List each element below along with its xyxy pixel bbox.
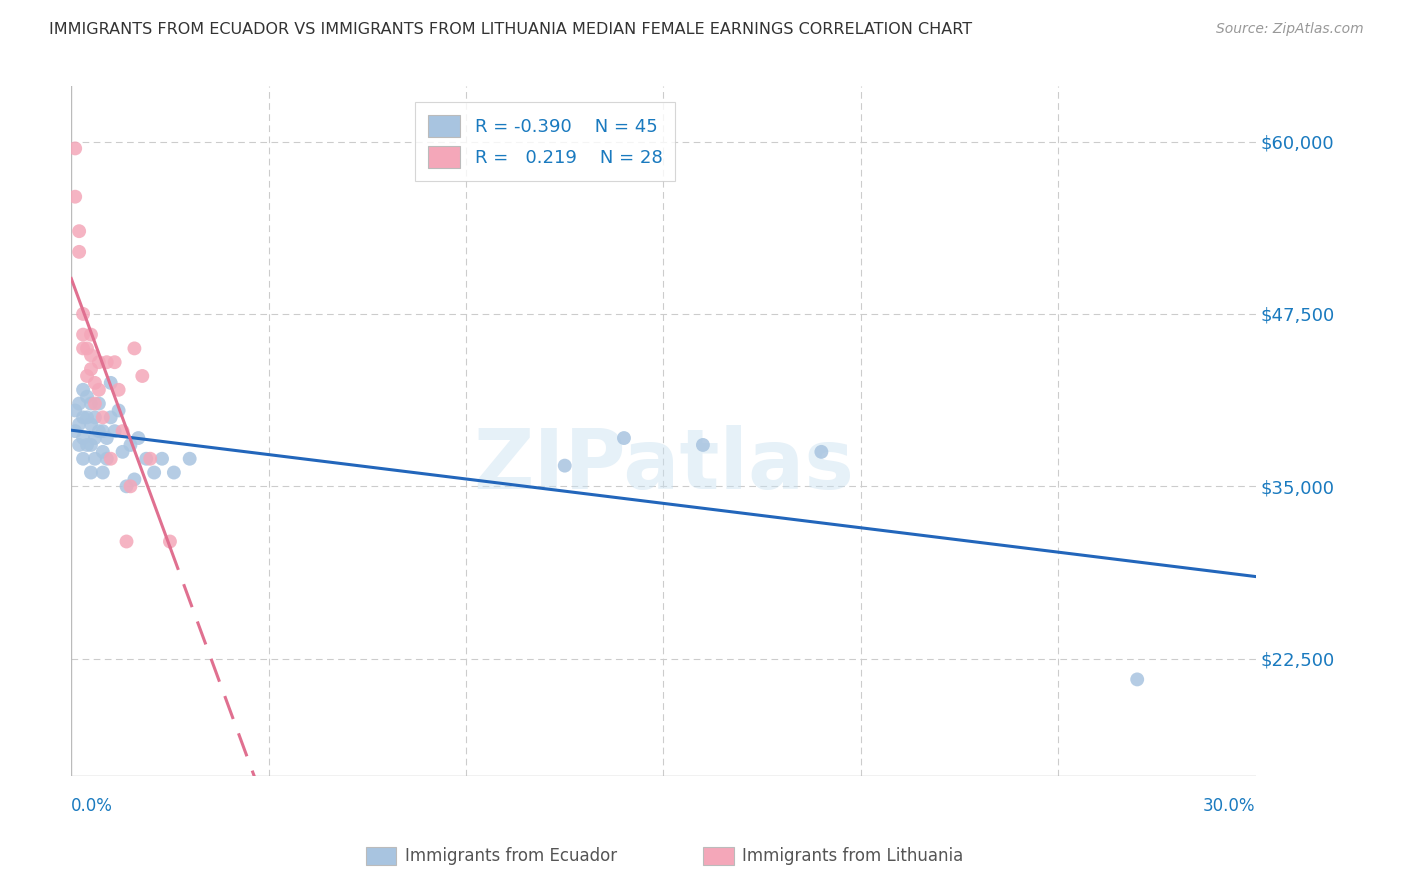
Point: [87, 424, 110, 438]
Point: [80, 327, 103, 342]
Point: [124, 342, 146, 356]
Point: [67, 417, 90, 432]
Point: [84, 376, 107, 390]
Text: ZIPatlas: ZIPatlas: [472, 425, 853, 506]
Point: [111, 445, 134, 459]
Point: [124, 472, 146, 486]
Point: [131, 369, 153, 384]
Text: Immigrants from Lithuania: Immigrants from Lithuania: [742, 847, 963, 865]
Point: [72, 342, 94, 356]
Point: [179, 451, 201, 466]
Point: [63, 141, 86, 155]
Point: [63, 424, 86, 438]
Point: [76, 342, 98, 356]
Point: [100, 451, 122, 466]
Point: [120, 438, 142, 452]
Point: [810, 445, 832, 459]
Legend: R = -0.390    N = 45, R =   0.219    N = 28: R = -0.390 N = 45, R = 0.219 N = 28: [415, 103, 675, 181]
Point: [104, 424, 127, 438]
Text: 0.0%: 0.0%: [72, 797, 112, 814]
Point: [72, 383, 94, 397]
Point: [100, 376, 122, 390]
Point: [115, 534, 138, 549]
Point: [63, 403, 86, 417]
Point: [96, 431, 118, 445]
Point: [139, 451, 162, 466]
Point: [80, 362, 103, 376]
Point: [159, 534, 181, 549]
Point: [96, 451, 118, 466]
Point: [100, 410, 122, 425]
Point: [63, 190, 86, 204]
Point: [84, 451, 107, 466]
Text: IMMIGRANTS FROM ECUADOR VS IMMIGRANTS FROM LITHUANIA MEDIAN FEMALE EARNINGS CORR: IMMIGRANTS FROM ECUADOR VS IMMIGRANTS FR…: [49, 22, 973, 37]
Point: [72, 410, 94, 425]
Point: [91, 466, 114, 480]
Point: [84, 410, 107, 425]
Point: [76, 438, 98, 452]
Point: [84, 396, 107, 410]
Point: [613, 431, 636, 445]
Point: [84, 431, 107, 445]
Point: [72, 327, 94, 342]
Point: [80, 417, 103, 432]
Point: [554, 458, 576, 473]
Text: Source: ZipAtlas.com: Source: ZipAtlas.com: [1216, 22, 1364, 37]
Point: [120, 479, 142, 493]
Point: [91, 424, 114, 438]
Point: [67, 224, 90, 238]
Point: [67, 438, 90, 452]
Point: [72, 431, 94, 445]
Point: [115, 479, 138, 493]
Point: [96, 355, 118, 369]
Point: [692, 438, 714, 452]
Point: [80, 438, 103, 452]
Point: [76, 390, 98, 404]
Point: [72, 451, 94, 466]
Point: [111, 424, 134, 438]
Point: [107, 403, 129, 417]
Point: [87, 383, 110, 397]
Text: 30.0%: 30.0%: [1204, 797, 1256, 814]
Point: [127, 431, 149, 445]
Point: [80, 348, 103, 362]
Point: [107, 383, 129, 397]
Point: [76, 410, 98, 425]
Point: [67, 396, 90, 410]
Point: [91, 410, 114, 425]
Point: [87, 355, 110, 369]
Point: [80, 466, 103, 480]
Point: [104, 355, 127, 369]
Point: [1126, 673, 1149, 687]
Point: [87, 396, 110, 410]
Point: [72, 307, 94, 321]
Point: [67, 244, 90, 259]
Point: [150, 451, 173, 466]
Text: Immigrants from Ecuador: Immigrants from Ecuador: [405, 847, 617, 865]
Point: [91, 445, 114, 459]
Point: [80, 396, 103, 410]
Point: [143, 466, 166, 480]
Point: [135, 451, 157, 466]
Point: [76, 369, 98, 384]
Point: [163, 466, 186, 480]
